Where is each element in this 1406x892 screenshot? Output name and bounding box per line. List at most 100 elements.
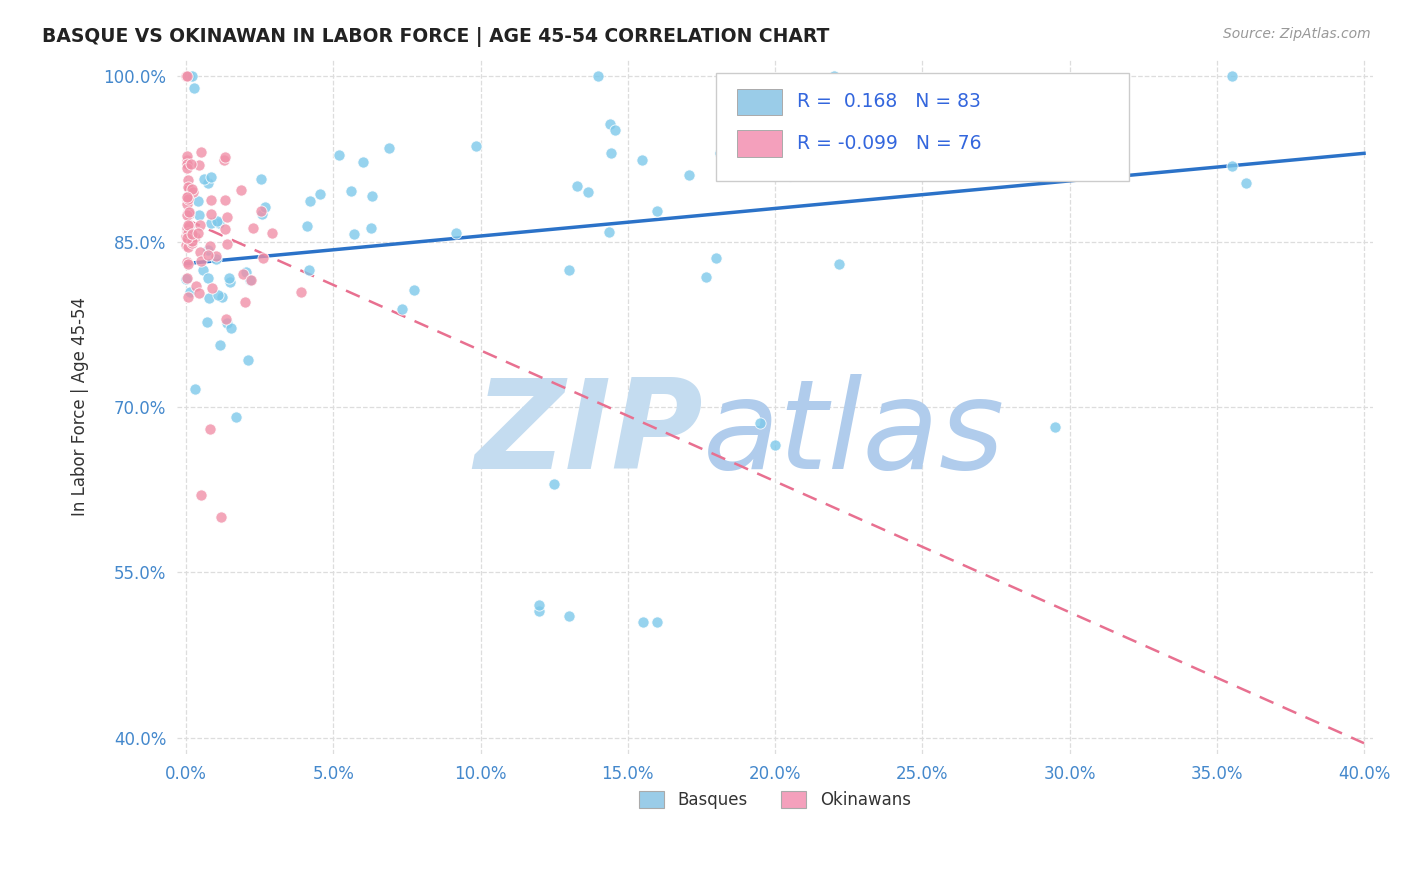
Point [201,281,224,295]
Point [576,186,599,200]
Point [252,251,274,265]
Point [763,95,786,109]
Point [183,229,205,244]
Point [195,315,218,329]
Point [184,382,207,396]
Point [190,145,212,160]
Point [309,187,332,202]
Point [238,352,260,367]
Point [1029,126,1052,140]
Point [214,150,236,164]
Point [176,221,198,235]
Point [197,177,219,191]
Point [250,172,273,186]
Point [181,234,204,248]
Point [180,236,202,251]
Point [295,219,318,233]
Point [823,69,845,83]
Point [219,321,242,335]
Point [176,272,198,286]
Point [558,262,581,277]
Point [184,279,207,293]
Point [177,219,200,233]
Point [204,249,226,263]
Point [208,216,231,230]
Point [235,265,257,279]
Point [190,488,212,502]
Point [446,226,468,240]
Point [233,295,256,310]
Point [190,253,212,268]
Point [177,205,200,219]
Text: ZIP: ZIP [475,374,703,495]
Y-axis label: In Labor Force | Age 45-54: In Labor Force | Age 45-54 [72,297,89,516]
Point [232,267,254,281]
Point [779,169,801,183]
Point [174,238,197,252]
Point [588,69,610,83]
Point [645,204,668,219]
Point [217,210,239,224]
Point [176,69,198,83]
Point [360,221,382,235]
Point [1043,419,1066,434]
Text: R =  0.168   N = 83: R = 0.168 N = 83 [797,93,980,112]
Text: BASQUE VS OKINAWAN IN LABOR FORCE | AGE 45-54 CORRELATION CHART: BASQUE VS OKINAWAN IN LABOR FORCE | AGE … [42,27,830,46]
Point [177,192,200,206]
Point [187,286,209,301]
Point [242,221,264,235]
Point [298,263,321,277]
Point [177,232,200,246]
Point [176,197,198,211]
Point [529,604,551,618]
Point [600,146,623,161]
Point [565,179,588,194]
Point [631,153,654,168]
Point [361,189,384,203]
Point [187,226,209,240]
Point [1220,69,1243,83]
Point [704,252,727,266]
Point [828,257,851,271]
Point [177,172,200,186]
Point [176,229,198,244]
Point [239,272,262,286]
Point [179,206,201,220]
Point [198,292,221,306]
Point [176,222,198,236]
Point [179,285,201,300]
Point [197,244,219,258]
Point [176,271,198,285]
Point [200,207,222,221]
Point [181,185,204,199]
Point [225,410,247,425]
Point [343,227,366,241]
FancyBboxPatch shape [717,73,1129,181]
Point [205,214,228,228]
Point [695,270,717,285]
Point [378,141,401,155]
Point [181,227,204,241]
Point [188,245,211,260]
Point [198,238,221,252]
Point [177,179,200,194]
Point [200,215,222,229]
Point [207,288,229,302]
Point [176,224,198,238]
Point [197,248,219,262]
Legend: Basques, Okinawans: Basques, Okinawans [633,784,917,815]
Point [177,219,200,233]
Text: R = -0.099   N = 76: R = -0.099 N = 76 [797,134,981,153]
Text: atlas: atlas [703,374,1005,495]
Point [176,231,198,245]
Point [217,237,239,252]
Point [299,194,322,209]
Point [176,153,198,167]
FancyBboxPatch shape [737,130,782,157]
Point [352,154,374,169]
Point [176,69,198,83]
Point [464,139,486,153]
Point [340,184,363,198]
Point [197,271,219,285]
Point [188,208,211,222]
